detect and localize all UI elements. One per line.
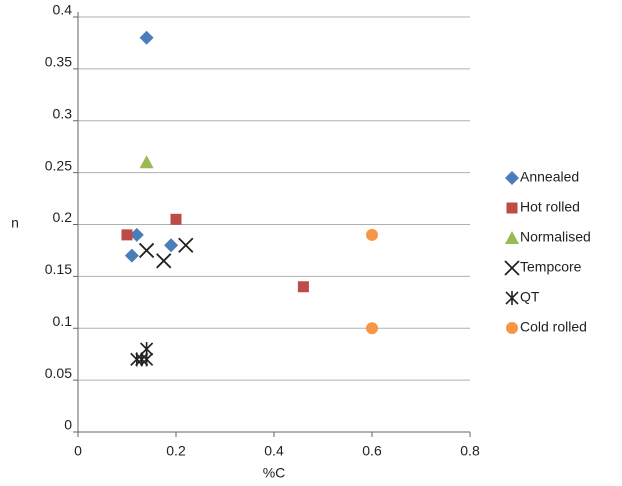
- legend-marker: [506, 202, 518, 214]
- x-axis-label: %C: [263, 465, 286, 481]
- point: [178, 237, 194, 253]
- point: [139, 155, 154, 169]
- y-tick-label: 0.25: [45, 157, 72, 173]
- x-tick-label: 0.8: [460, 443, 480, 459]
- legend-label: QT: [520, 289, 540, 305]
- x-tick-label: 0.4: [264, 443, 284, 459]
- legend-label: Cold rolled: [520, 319, 587, 335]
- point: [140, 352, 154, 367]
- legend-marker: [505, 171, 519, 185]
- legend-marker: [506, 322, 518, 334]
- point: [366, 322, 378, 335]
- point: [121, 229, 133, 241]
- x-tick-label: 0: [74, 443, 82, 459]
- x-tick-label: 0.6: [362, 443, 382, 459]
- legend-marker: [505, 291, 519, 305]
- legend-label: Normalised: [520, 229, 591, 245]
- point: [139, 30, 154, 45]
- point: [130, 352, 144, 367]
- x-tick-label: 0.2: [166, 443, 186, 459]
- point: [366, 228, 378, 241]
- legend-marker: [505, 231, 519, 244]
- y-axis-label: n: [11, 215, 19, 231]
- point: [164, 238, 179, 253]
- point: [297, 281, 309, 293]
- y-tick-label: 0.2: [53, 209, 73, 225]
- point: [138, 242, 155, 259]
- legend-label: Tempcore: [520, 259, 582, 275]
- point: [124, 248, 139, 263]
- point: [129, 227, 144, 242]
- y-tick-label: 0.3: [53, 105, 73, 121]
- point: [170, 213, 182, 225]
- point: [156, 253, 172, 269]
- y-tick-label: 0.1: [53, 313, 73, 329]
- legend-marker: [504, 260, 520, 276]
- legend-label: Hot rolled: [520, 199, 580, 215]
- y-tick-label: 0.35: [45, 54, 72, 70]
- y-tick-label: 0.15: [45, 261, 72, 277]
- y-tick-label: 0.05: [45, 365, 72, 381]
- legend-label: Annealed: [520, 169, 579, 185]
- y-tick-label: 0: [64, 417, 72, 433]
- y-tick-label: 0.4: [53, 2, 73, 18]
